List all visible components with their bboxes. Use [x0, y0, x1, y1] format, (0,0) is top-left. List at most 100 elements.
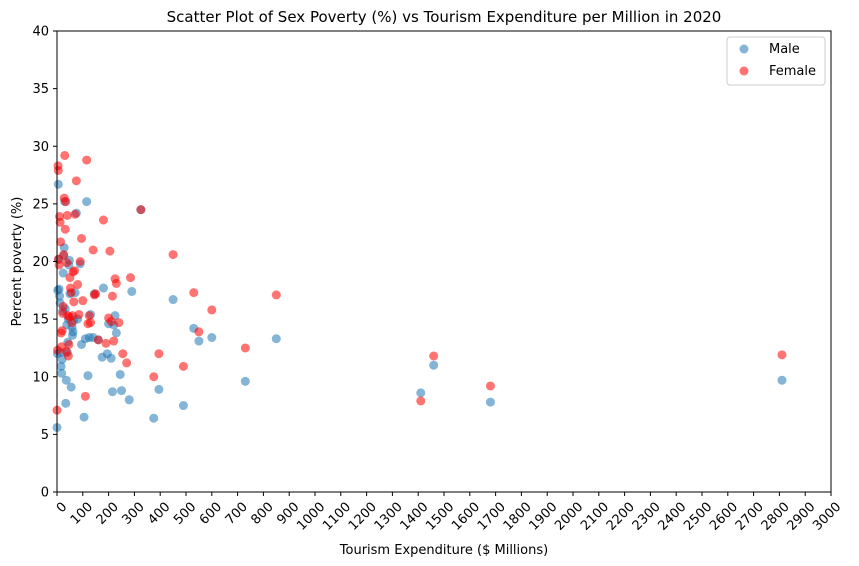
x-tick-label: 1700 — [475, 500, 509, 534]
point-female — [114, 318, 124, 328]
point-female — [240, 343, 250, 353]
point-male — [777, 375, 787, 385]
point-male — [68, 327, 78, 337]
point-female — [73, 280, 83, 290]
point-female — [78, 296, 88, 306]
point-male — [106, 353, 116, 363]
chart-title: Scatter Plot of Sex Poverty (%) vs Touri… — [167, 8, 722, 26]
point-female — [149, 372, 159, 382]
x-tick-label: 2700 — [733, 500, 767, 534]
x-tick-label: 200 — [94, 500, 122, 528]
point-male — [149, 413, 159, 423]
point-female — [62, 258, 72, 268]
point-female — [59, 250, 69, 260]
point-female — [105, 246, 115, 256]
point-male — [79, 412, 89, 422]
point-female — [416, 396, 426, 406]
x-tick-label: 800 — [249, 500, 277, 528]
x-tick-label: 500 — [171, 500, 199, 528]
point-female — [118, 349, 128, 359]
series-female — [52, 150, 787, 415]
point-female — [88, 245, 98, 255]
point-female — [62, 210, 72, 220]
x-tick-label: 700 — [223, 500, 251, 528]
x-tick-label: 2200 — [604, 500, 638, 534]
point-female — [77, 233, 87, 243]
point-male — [207, 333, 217, 343]
point-male — [194, 336, 204, 346]
point-female — [271, 290, 281, 300]
point-female — [101, 338, 111, 348]
x-tick-label: 2900 — [784, 500, 818, 534]
point-male — [66, 382, 76, 392]
y-tick-label: 40 — [32, 25, 49, 40]
x-axis-label: Tourism Expenditure ($ Millions) — [339, 543, 548, 558]
point-female — [106, 316, 116, 326]
point-female — [485, 381, 495, 391]
point-female — [66, 288, 76, 298]
point-female — [122, 358, 132, 368]
point-female — [70, 209, 80, 219]
point-female — [429, 351, 439, 361]
x-tick-label: 3000 — [810, 500, 844, 534]
x-tick-label: 1900 — [526, 500, 560, 534]
point-female — [55, 217, 65, 227]
point-female — [57, 326, 67, 336]
point-female — [64, 339, 74, 349]
point-male — [117, 386, 126, 396]
point-female — [53, 165, 63, 175]
point-female — [67, 318, 77, 328]
point-female — [71, 176, 81, 186]
point-female — [82, 155, 92, 165]
y-tick-label: 25 — [32, 197, 49, 212]
point-male — [416, 388, 426, 398]
point-male — [115, 369, 125, 379]
point-female — [178, 361, 188, 371]
point-female — [126, 273, 136, 283]
point-female — [98, 215, 108, 225]
point-male — [485, 397, 495, 407]
x-tick-label: 2100 — [578, 500, 612, 534]
point-female — [58, 301, 68, 311]
legend-label-male: Male — [769, 42, 800, 57]
x-tick-label: 1100 — [320, 500, 354, 534]
point-male — [58, 268, 68, 278]
point-male — [429, 360, 439, 370]
point-female — [194, 327, 204, 337]
x-tick-label: 1600 — [449, 500, 483, 534]
x-tick-label: 0 — [54, 500, 70, 516]
point-female — [70, 266, 80, 276]
y-tick-label: 0 — [41, 486, 49, 501]
point-female — [136, 205, 146, 215]
legend-box — [726, 36, 826, 86]
point-female — [91, 289, 101, 299]
x-tick-label: 2800 — [759, 500, 793, 534]
x-tick-label: 1000 — [294, 500, 328, 534]
point-female — [74, 310, 84, 320]
point-male — [111, 328, 121, 338]
point-female — [80, 391, 90, 401]
x-tick-label: 1500 — [423, 500, 457, 534]
point-male — [154, 384, 164, 394]
points-layer — [52, 150, 787, 432]
point-female — [107, 291, 117, 301]
y-tick-label: 20 — [32, 255, 49, 270]
legend-marker-male — [739, 44, 749, 54]
point-female — [75, 257, 85, 266]
x-tick-label: 600 — [197, 500, 225, 528]
x-tick-label: 1300 — [372, 500, 406, 534]
point-female — [63, 351, 73, 361]
y-tick-label: 5 — [41, 428, 49, 443]
point-female — [168, 250, 178, 260]
x-tick-label: 2000 — [552, 500, 586, 534]
point-male — [57, 368, 67, 378]
point-male — [98, 283, 108, 293]
x-tick-label: 2400 — [655, 500, 689, 534]
point-female — [189, 288, 199, 298]
x-tick-label: 2600 — [707, 500, 741, 534]
point-male — [127, 286, 137, 296]
point-female — [111, 278, 121, 288]
point-male — [178, 401, 188, 411]
point-female — [69, 297, 79, 307]
